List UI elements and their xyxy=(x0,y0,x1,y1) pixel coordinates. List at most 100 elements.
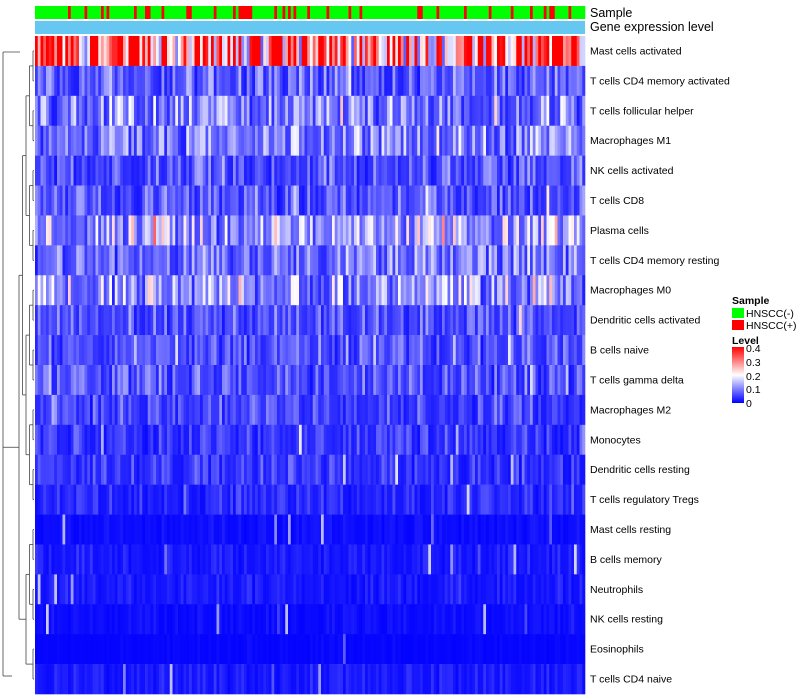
heatmap-cell xyxy=(312,484,316,515)
heatmap-cell xyxy=(411,36,415,67)
heatmap-cell xyxy=(244,514,248,545)
heatmap-cell xyxy=(290,155,294,186)
heatmap-cell xyxy=(145,574,149,605)
heatmap-cell xyxy=(334,125,338,156)
heatmap-cell xyxy=(433,574,437,605)
heatmap-cell xyxy=(486,634,490,665)
heatmap-cell xyxy=(180,454,184,485)
heatmap-cell xyxy=(244,365,248,396)
heatmap-cell xyxy=(516,664,520,695)
heatmap-cell xyxy=(488,215,492,246)
heatmap-cell xyxy=(48,365,52,396)
heatmap-cell xyxy=(464,245,468,276)
heatmap-cell xyxy=(373,36,377,67)
heatmap-cell xyxy=(235,65,239,97)
heatmap-cell xyxy=(571,125,575,156)
heatmap-cell xyxy=(513,394,517,426)
heatmap-cell xyxy=(403,424,407,456)
heatmap-cell xyxy=(381,634,385,665)
heatmap-cell xyxy=(125,275,129,306)
heatmap-cell xyxy=(455,454,459,485)
heatmap-cell xyxy=(530,155,534,186)
heatmap-cell xyxy=(466,65,470,97)
heatmap-cell xyxy=(216,305,220,336)
heatmap-cell xyxy=(134,36,138,67)
heatmap-cell xyxy=(205,544,209,575)
heatmap-cell xyxy=(87,305,91,336)
heatmap-cell xyxy=(266,365,270,396)
heatmap-cell xyxy=(332,36,336,67)
heatmap-cell xyxy=(310,514,314,545)
heatmap-cell xyxy=(409,365,413,396)
heatmap-cell xyxy=(169,185,173,216)
heatmap-cell xyxy=(513,424,517,456)
heatmap-cell xyxy=(565,365,569,396)
heatmap-cell xyxy=(194,365,198,396)
heatmap-row xyxy=(35,155,586,186)
heatmap-cell xyxy=(288,544,292,575)
heatmap-cell xyxy=(205,155,209,186)
heatmap-cell xyxy=(95,664,99,695)
heatmap-cell xyxy=(552,245,556,276)
heatmap-cell xyxy=(35,185,39,216)
heatmap-cell xyxy=(139,544,143,575)
heatmap-cell xyxy=(365,245,369,276)
heatmap-cell xyxy=(530,185,534,216)
heatmap-cell xyxy=(513,245,517,276)
heatmap-cell xyxy=(351,454,355,485)
heatmap-cell xyxy=(436,514,440,545)
heatmap-cell xyxy=(436,454,440,485)
heatmap-cell xyxy=(222,604,226,635)
heatmap-cell xyxy=(343,454,347,485)
heatmap-cell xyxy=(351,604,355,635)
row-label: T cells follicular helper xyxy=(590,105,694,117)
heatmap-cell xyxy=(249,544,253,575)
heatmap-cell xyxy=(378,125,382,156)
heatmap-cell xyxy=(321,664,325,695)
heatmap-cell xyxy=(158,544,162,575)
heatmap-cell xyxy=(76,604,80,635)
heatmap-cell xyxy=(194,604,198,635)
heatmap-cell xyxy=(414,484,418,515)
heatmap-cell xyxy=(455,215,459,246)
heatmap-cell xyxy=(288,155,292,186)
heatmap-cell xyxy=(81,484,85,515)
heatmap-cell xyxy=(508,215,512,246)
heatmap-cell xyxy=(554,275,558,306)
heatmap-cell xyxy=(153,335,157,366)
heatmap-cell xyxy=(497,664,501,695)
heatmap-cell xyxy=(202,484,206,515)
heatmap-cell xyxy=(112,65,116,97)
heatmap-cell xyxy=(252,245,256,276)
heatmap-cell xyxy=(233,275,237,306)
heatmap-cell xyxy=(356,335,360,366)
heatmap-cell xyxy=(81,514,85,545)
heatmap-cell xyxy=(554,664,558,695)
heatmap-cell xyxy=(370,574,374,605)
heatmap-cell xyxy=(513,95,517,127)
heatmap-cell xyxy=(538,484,542,515)
heatmap-cell xyxy=(87,155,91,186)
heatmap-cell xyxy=(398,604,402,635)
heatmap-cell xyxy=(123,544,127,575)
heatmap-cell xyxy=(343,125,347,156)
heatmap-cell xyxy=(516,484,520,515)
sample-cell xyxy=(571,6,575,19)
heatmap-cell xyxy=(351,275,355,306)
heatmap-cell xyxy=(576,514,580,545)
heatmap-cell xyxy=(54,454,58,485)
heatmap-cell xyxy=(164,424,168,456)
heatmap-cell xyxy=(417,544,421,575)
heatmap-cell xyxy=(227,335,231,366)
heatmap-cell xyxy=(326,36,330,67)
heatmap-cell xyxy=(488,394,492,426)
heatmap-cell xyxy=(541,245,545,276)
heatmap-cell xyxy=(134,305,138,336)
heatmap-cell xyxy=(153,424,157,456)
heatmap-cell xyxy=(145,185,149,216)
heatmap-cell xyxy=(271,65,275,97)
heatmap-cell xyxy=(257,245,261,276)
heatmap-cell xyxy=(252,305,256,336)
heatmap-cell xyxy=(310,424,314,456)
heatmap-cell xyxy=(519,36,523,67)
